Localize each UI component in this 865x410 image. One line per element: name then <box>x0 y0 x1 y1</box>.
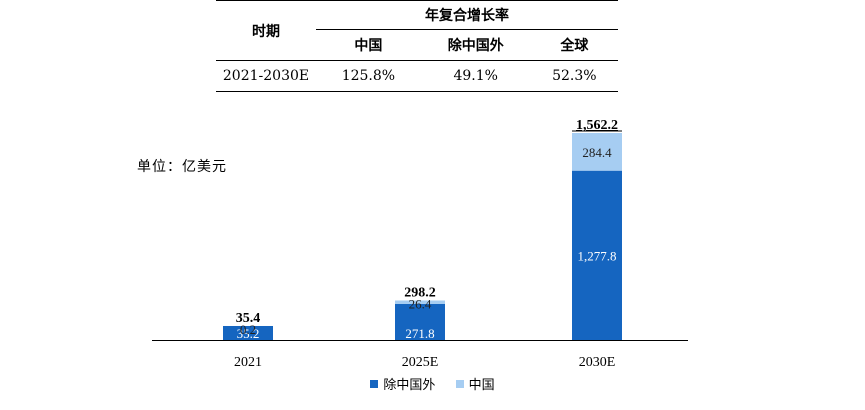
cagr-table: 时期 年复合增长率 中国 除中国外 全球 2021-2030E 125.8% 4… <box>216 0 618 92</box>
cagr-china: 125.8% <box>316 60 421 92</box>
cagr-ex-china: 49.1% <box>420 60 531 92</box>
column-header-global: 全球 <box>530 29 618 61</box>
bar-segment-china-1 <box>395 300 445 304</box>
legend: 除中国外 中国 <box>0 374 865 393</box>
x-tick-label-2: 2030E <box>579 355 616 370</box>
data-label-china-0: 0.2 <box>240 322 256 337</box>
legend-label-china: 中国 <box>468 378 495 393</box>
legend-item-china: 中国 <box>455 374 495 393</box>
unit-label: 单位：亿美元 <box>137 159 227 175</box>
cagr-header: 年复合增长率 <box>316 0 618 30</box>
bar-segment-ex-china-1 <box>395 303 445 340</box>
data-label-ex-china-2: 1,277.8 <box>578 248 617 263</box>
data-label-china-2: 284.4 <box>582 145 612 160</box>
data-label-china-1: 26.4 <box>409 296 432 311</box>
data-label-ex-china-1: 271.8 <box>405 326 434 341</box>
total-label-0: 35.4 <box>236 311 261 326</box>
legend-swatch-china <box>455 379 464 388</box>
bar-segment-ex-china-2 <box>572 170 622 340</box>
column-header-ex-china: 除中国外 <box>420 29 531 61</box>
total-label-1: 298.2 <box>404 285 436 300</box>
cagr-global: 52.3% <box>530 60 618 92</box>
period-header: 时期 <box>216 0 316 61</box>
total-label-2: 1,562.2 <box>576 118 618 133</box>
x-tick-label-1: 2025E <box>402 355 439 370</box>
column-header-china: 中国 <box>316 29 421 61</box>
data-label-ex-china-0: 35.2 <box>237 326 260 341</box>
bar-segment-china-2 <box>572 133 622 171</box>
row-period: 2021-2030E <box>216 60 316 92</box>
legend-item-ex-china: 除中国外 <box>370 374 435 393</box>
bar-segment-ex-china-0 <box>223 326 273 340</box>
x-tick-label-0: 2021 <box>234 355 262 370</box>
legend-swatch-ex-china <box>370 379 379 388</box>
legend-label-ex-china: 除中国外 <box>383 378 436 393</box>
